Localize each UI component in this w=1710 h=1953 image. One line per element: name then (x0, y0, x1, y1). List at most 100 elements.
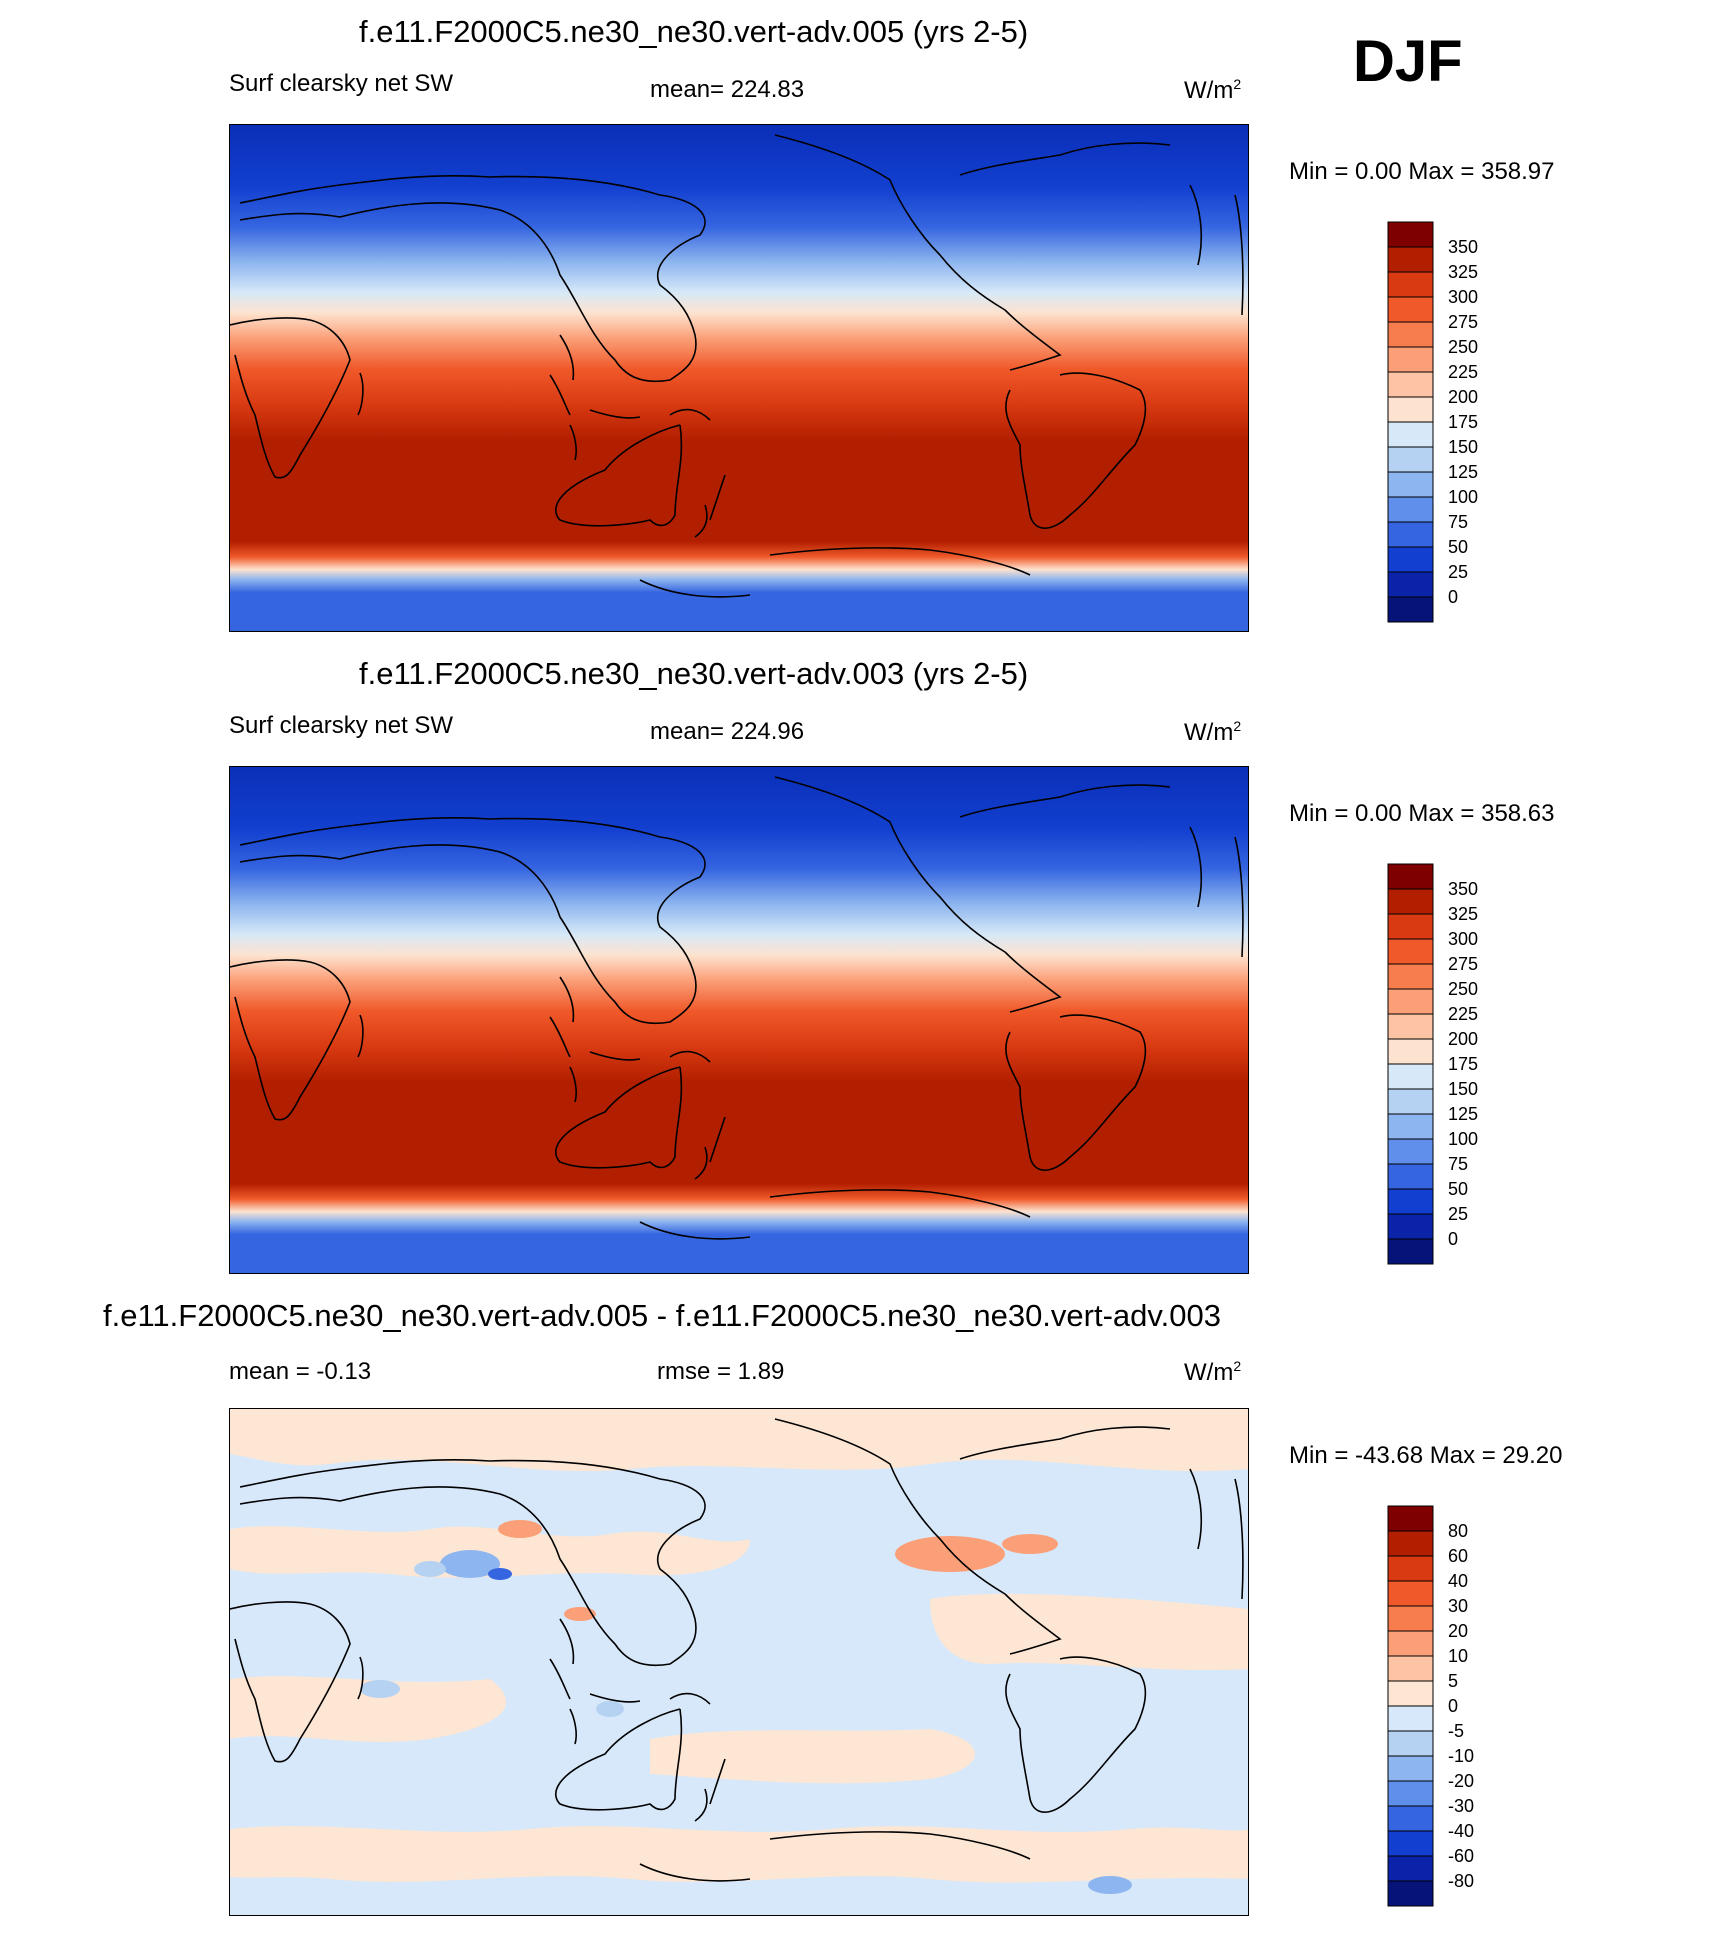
colorbar-swatch (1387, 246, 1434, 273)
colorbar-swatch (1387, 321, 1434, 348)
colorbar-swatch (1387, 1580, 1434, 1607)
panel-2-mean-label: mean= 224.96 (650, 718, 805, 745)
colorbar-tick-label: 75 (1448, 512, 1468, 532)
panel-2-variable-label: Surf clearsky net SW (229, 712, 454, 739)
colorbar-tick-label: 275 (1448, 954, 1478, 974)
colorbar-tick-label: 225 (1448, 1004, 1478, 1024)
colorbar-swatch (1387, 1680, 1434, 1707)
panel-3-mean-label: mean = -0.13 (229, 1358, 372, 1385)
colorbar-tick-label: 350 (1448, 237, 1478, 257)
colorbar-tick-label: 75 (1448, 1154, 1468, 1174)
colorbar-tick-label: -20 (1448, 1771, 1474, 1791)
colorbar-swatch (1387, 1730, 1434, 1757)
colorbar-tick-label: 200 (1448, 1029, 1478, 1049)
colorbar-swatch (1387, 888, 1434, 915)
colorbar-swatch (1387, 913, 1434, 940)
colorbar-swatch (1387, 296, 1434, 323)
colorbar-tick-label: 150 (1448, 437, 1478, 457)
colorbar-swatch (1387, 1163, 1434, 1190)
colorbar-tick-label: -60 (1448, 1846, 1474, 1866)
colorbar-tick-label: -5 (1448, 1721, 1464, 1741)
panel-1-mean-label: mean= 224.83 (650, 76, 805, 103)
colorbar-swatch (1387, 1705, 1434, 1732)
colorbar-swatch (1387, 1830, 1434, 1857)
colorbar-tick-label: 275 (1448, 312, 1478, 332)
panel-1-colorbar: 350 325 300 275 250 225 200 175 150 125 100 75 50 25 0 (1387, 221, 1508, 623)
colorbar-swatch (1387, 1755, 1434, 1782)
panel-1-minmax: Min = 0.00 Max = 358.97 (1289, 158, 1555, 185)
colorbar-tick-label: 50 (1448, 537, 1468, 557)
colorbar-tick-label: 40 (1448, 1571, 1468, 1591)
colorbar-swatch (1387, 1238, 1434, 1265)
colorbar-tick-label: 125 (1448, 1104, 1478, 1124)
colorbar-swatch (1387, 1138, 1434, 1165)
colorbar-swatch (1387, 521, 1434, 548)
colorbar-swatch (1387, 1880, 1434, 1907)
colorbar-swatch (1387, 1188, 1434, 1215)
colorbar-swatch (1387, 988, 1434, 1015)
colorbar-tick-label: 25 (1448, 562, 1468, 582)
panel-1-map (229, 124, 1249, 632)
panel-3-rmse-label: rmse = 1.89 (657, 1358, 785, 1385)
colorbar-tick-label: 50 (1448, 1179, 1468, 1199)
colorbar-tick-label: 20 (1448, 1621, 1468, 1641)
colorbar-swatch (1387, 1630, 1434, 1657)
colorbar-tick-label: 0 (1448, 1229, 1458, 1249)
panel-2-map (229, 766, 1249, 1274)
colorbar-swatch (1387, 1780, 1434, 1807)
panel-2-title: f.e11.F2000C5.ne30_ne30.vert-adv.003 (yr… (359, 656, 1029, 691)
colorbar-swatch (1387, 1088, 1434, 1115)
colorbar-swatch (1387, 471, 1434, 498)
colorbar-tick-label: 175 (1448, 412, 1478, 432)
colorbar-swatch (1387, 1555, 1434, 1582)
season-label: DJF (1353, 29, 1463, 94)
colorbar-tick-label: 80 (1448, 1521, 1468, 1541)
panel-3-title: f.e11.F2000C5.ne30_ne30.vert-adv.005 - f… (103, 1298, 1221, 1333)
panel-3-minmax: Min = -43.68 Max = 29.20 (1289, 1442, 1563, 1469)
panel-1-units: W/m2 (1184, 76, 1242, 104)
colorbar-tick-label: 100 (1448, 487, 1478, 507)
colorbar-tick-label: 60 (1448, 1546, 1468, 1566)
colorbar-swatch (1387, 446, 1434, 473)
colorbar-tick-label: 200 (1448, 387, 1478, 407)
colorbar-tick-label: 30 (1448, 1596, 1468, 1616)
colorbar-tick-label: 300 (1448, 929, 1478, 949)
colorbar-swatch (1387, 271, 1434, 298)
colorbar-tick-label: 250 (1448, 337, 1478, 357)
panel-2-minmax: Min = 0.00 Max = 358.63 (1289, 800, 1555, 827)
colorbar-swatch (1387, 1063, 1434, 1090)
colorbar-tick-label: -10 (1448, 1746, 1474, 1766)
colorbar-tick-label: 300 (1448, 287, 1478, 307)
colorbar-swatch (1387, 1013, 1434, 1040)
colorbar-swatch (1387, 1505, 1434, 1532)
colorbar-swatch (1387, 1605, 1434, 1632)
colorbar-swatch (1387, 1805, 1434, 1832)
colorbar-swatch (1387, 596, 1434, 623)
colorbar-tick-label: 100 (1448, 1129, 1478, 1149)
colorbar-tick-label: 350 (1448, 879, 1478, 899)
colorbar-tick-label: 125 (1448, 462, 1478, 482)
colorbar-swatch (1387, 396, 1434, 423)
colorbar-swatch (1387, 938, 1434, 965)
panel-3-colorbar: 80 60 40 30 20 10 5 0 -5 -10 -20 -30 -40 -60 -80 (1387, 1505, 1508, 1907)
colorbar-tick-label: 5 (1448, 1671, 1458, 1691)
colorbar-tick-label: -80 (1448, 1871, 1474, 1891)
colorbar-swatch (1387, 1855, 1434, 1882)
panel-3-map (229, 1408, 1249, 1916)
colorbar-tick-label: 325 (1448, 904, 1478, 924)
colorbar-tick-label: 175 (1448, 1054, 1478, 1074)
colorbar-swatch (1387, 963, 1434, 990)
colorbar-tick-label: 0 (1448, 587, 1458, 607)
colorbar-swatch (1387, 346, 1434, 373)
colorbar-swatch (1387, 1655, 1434, 1682)
panel-2-units: W/m2 (1184, 718, 1242, 746)
colorbar-tick-label: -40 (1448, 1821, 1474, 1841)
colorbar-swatch (1387, 496, 1434, 523)
colorbar-swatch (1387, 221, 1434, 248)
panel-1-variable-label: Surf clearsky net SW (229, 70, 454, 97)
colorbar-swatch (1387, 371, 1434, 398)
colorbar-swatch (1387, 1113, 1434, 1140)
panel-3-units: W/m2 (1184, 1358, 1242, 1386)
colorbar-tick-label: 0 (1448, 1696, 1458, 1716)
colorbar-tick-label: 250 (1448, 979, 1478, 999)
